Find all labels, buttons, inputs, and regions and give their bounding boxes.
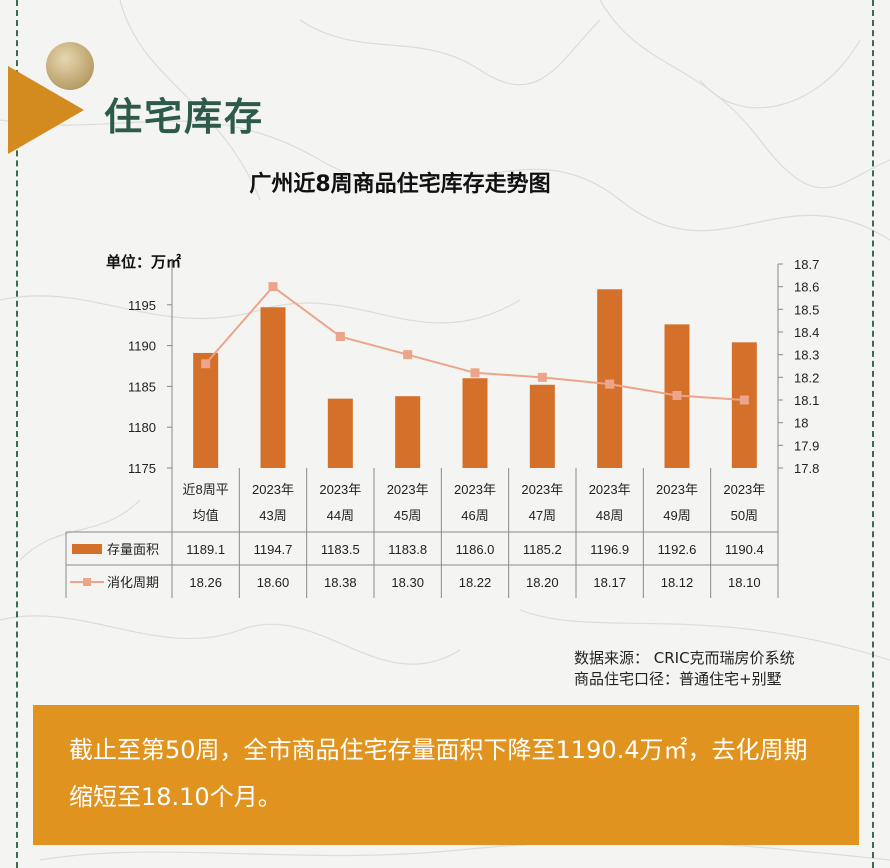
table-value-cycle: 18.26 — [189, 575, 222, 590]
x-category-label: 2023年 — [252, 482, 294, 497]
data-scope-line: 商品住宅口径：普通住宅+别墅 — [574, 670, 782, 688]
table-value-cycle: 18.30 — [391, 575, 424, 590]
line-point — [335, 332, 345, 342]
y-tick-label-right: 18.3 — [794, 348, 819, 363]
bar — [193, 352, 219, 468]
table-value-stock: 1189.1 — [186, 542, 225, 557]
line-point — [403, 350, 413, 360]
line-point — [268, 282, 278, 292]
y-tick-label-right: 18.2 — [794, 370, 819, 385]
x-category-label: 2023年 — [589, 482, 631, 497]
x-category-label: 44周 — [327, 508, 354, 523]
x-category-label: 2023年 — [723, 482, 765, 497]
summary-text: 截止至第50周，全市商品住宅存量面积下降至1190.4万㎡，去化周期缩短至18.… — [69, 736, 808, 811]
summary-box: 截止至第50周，全市商品住宅存量面积下降至1190.4万㎡，去化周期缩短至18.… — [33, 705, 859, 845]
table-value-stock: 1192.6 — [658, 542, 697, 557]
table-value-cycle: 18.60 — [257, 575, 290, 590]
line-point — [605, 379, 615, 389]
x-category-label: 2023年 — [521, 482, 563, 497]
x-category-label: 48周 — [596, 508, 623, 523]
legend-bar-swatch — [72, 544, 102, 554]
table-value-cycle: 18.38 — [324, 575, 357, 590]
y-tick-label-left: 1185 — [128, 379, 156, 394]
bar — [597, 289, 623, 468]
line-point — [201, 359, 211, 369]
bar — [529, 384, 555, 468]
left-dashed-border — [16, 0, 18, 868]
unit-label: 单位：万㎡ — [106, 253, 182, 271]
data-source: 数据来源： CRIC克而瑞房价系统 商品住宅口径：普通住宅+别墅 — [574, 648, 795, 690]
x-category-label: 46周 — [461, 508, 488, 523]
bar — [327, 398, 353, 468]
table-value-cycle: 18.17 — [593, 575, 626, 590]
table-value-stock: 1183.5 — [321, 542, 360, 557]
y-tick-label-right: 18.1 — [794, 393, 819, 408]
chart-title: 广州近8周商品住宅库存走势图 — [249, 172, 551, 197]
legend-bar-label: 存量面积 — [107, 542, 159, 557]
section-title: 住宅库存 — [104, 95, 265, 139]
table-value-stock: 1186.0 — [456, 542, 495, 557]
x-category-label: 47周 — [529, 508, 556, 523]
y-tick-label-left: 1195 — [128, 298, 156, 313]
x-category-label: 49周 — [663, 508, 690, 523]
x-category-label: 2023年 — [319, 482, 361, 497]
y-tick-label-right: 17.8 — [794, 461, 819, 476]
y-tick-label-left: 1175 — [128, 461, 156, 476]
line-point — [739, 395, 749, 405]
y-tick-label-right: 18.4 — [794, 325, 819, 340]
table-value-stock: 1196.9 — [590, 542, 629, 557]
table-value-cycle: 18.12 — [661, 575, 694, 590]
table-value-cycle: 18.20 — [526, 575, 559, 590]
table-value-cycle: 18.10 — [728, 575, 761, 590]
line-point — [470, 368, 480, 378]
y-tick-label-right: 18.5 — [794, 302, 819, 317]
table-value-stock: 1194.7 — [254, 542, 293, 557]
bar — [395, 396, 421, 468]
x-category-label: 2023年 — [454, 482, 496, 497]
x-category-label: 2023年 — [387, 482, 429, 497]
table-value-stock: 1190.4 — [725, 542, 764, 557]
y-tick-label-left: 1180 — [128, 420, 156, 435]
x-category-label: 近8周平 — [183, 482, 229, 497]
data-source-line: 数据来源： CRIC克而瑞房价系统 — [574, 649, 795, 667]
y-tick-label-right: 17.9 — [794, 438, 819, 453]
y-tick-label-right: 18 — [794, 416, 808, 431]
x-category-label: 43周 — [259, 508, 286, 523]
legend-line-marker — [83, 578, 91, 586]
x-category-label: 均值 — [193, 508, 219, 523]
decorative-circle — [46, 42, 94, 90]
y-tick-label-right: 18.7 — [794, 257, 819, 272]
bar — [260, 307, 286, 468]
line-point — [672, 390, 682, 400]
bar — [462, 378, 488, 468]
x-category-label: 50周 — [731, 508, 758, 523]
x-category-label: 2023年 — [656, 482, 698, 497]
bar — [731, 342, 757, 468]
right-dashed-border — [872, 0, 874, 868]
table-value-stock: 1183.8 — [388, 542, 427, 557]
line-point — [537, 372, 547, 382]
table-value-stock: 1185.2 — [523, 542, 562, 557]
legend-line-label: 消化周期 — [107, 575, 159, 590]
x-category-label: 45周 — [394, 508, 421, 523]
y-tick-label-right: 18.6 — [794, 280, 819, 295]
table-value-cycle: 18.22 — [459, 575, 492, 590]
y-tick-label-left: 1190 — [128, 339, 156, 354]
inventory-chart: 1175 1180 1185 1190 1195 17.8 17.9 18 18.1 18.2 18… — [65, 257, 819, 598]
